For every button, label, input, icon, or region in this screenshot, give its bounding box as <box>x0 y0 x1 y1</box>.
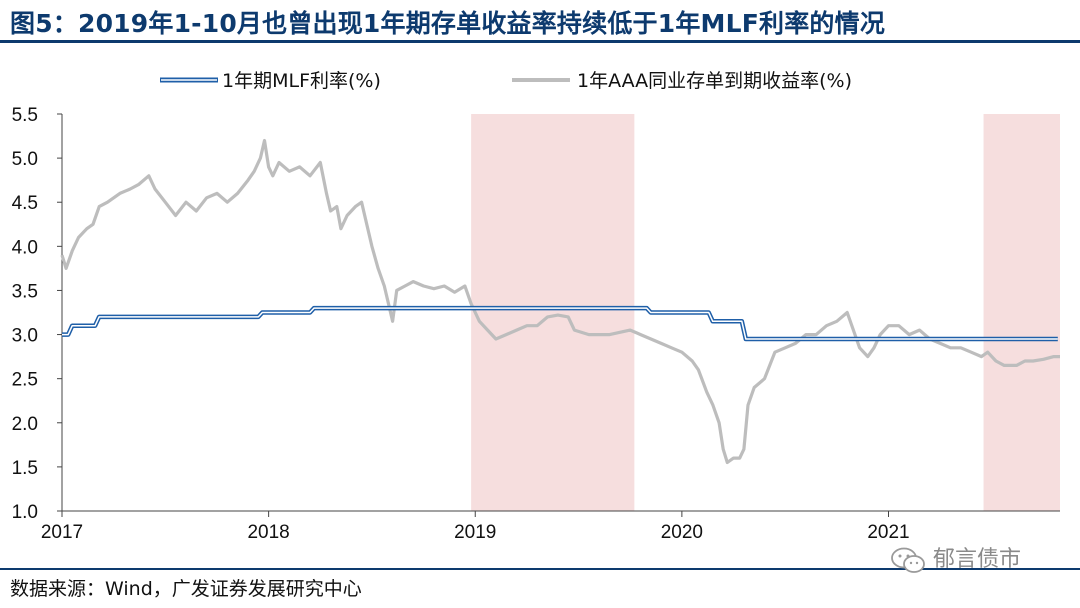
legend-label-mlf: 1年期MLF利率(%) <box>222 70 381 92</box>
shaded-periods <box>471 114 1060 511</box>
y-tick-label: 2.5 <box>12 370 38 391</box>
figure-title: 图5：2019年1-10月也曾出现1年期存单收益率持续低于1年MLF利率的情况 <box>10 9 886 38</box>
y-tick-label: 1.5 <box>12 458 38 479</box>
y-tick-label: 3.5 <box>12 281 38 302</box>
watermark: 郁言债市 <box>890 541 1021 574</box>
y-tick-label: 4.0 <box>12 237 38 258</box>
x-tick-label: 2017 <box>41 522 83 543</box>
legend-label-ncd: 1年AAA同业存单到期收益率(%) <box>577 70 852 92</box>
y-tick-label: 1.0 <box>12 502 38 523</box>
y-tick-label: 5.5 <box>12 105 38 126</box>
y-tick-label: 3.0 <box>12 326 38 347</box>
wechat-icon <box>891 547 925 573</box>
y-tick-label: 5.0 <box>12 149 38 170</box>
chart: 1.0 1.5 2.0 2.5 3.0 3.5 4.0 4.5 5.0 5.5 2017 2018 20… <box>12 70 1060 543</box>
y-tick-label: 2.0 <box>12 414 38 435</box>
shaded-period-1 <box>471 114 635 511</box>
axes: 1.0 1.5 2.0 2.5 3.0 3.5 4.0 4.5 5.0 5.5 2017 2018 20… <box>12 105 1060 543</box>
series-line-mlf-inner <box>62 307 1058 340</box>
shaded-period-2 <box>983 114 1060 511</box>
x-tick-label: 2018 <box>247 522 289 543</box>
x-tick-label: 2021 <box>867 522 909 543</box>
y-tick-label: 4.5 <box>12 193 38 214</box>
series-lines <box>60 138 1060 465</box>
source-note: 数据来源：Wind，广发证券发展研究中心 <box>10 578 362 600</box>
legend: 1年期MLF利率(%) 1年AAA同业存单到期收益率(%) <box>160 70 852 92</box>
x-tick-label: 2019 <box>454 522 496 543</box>
title-rule <box>0 40 1080 43</box>
watermark-text: 郁言债市 <box>933 547 1022 572</box>
footer-rule <box>0 568 1080 570</box>
x-tick-label: 2020 <box>661 522 703 543</box>
